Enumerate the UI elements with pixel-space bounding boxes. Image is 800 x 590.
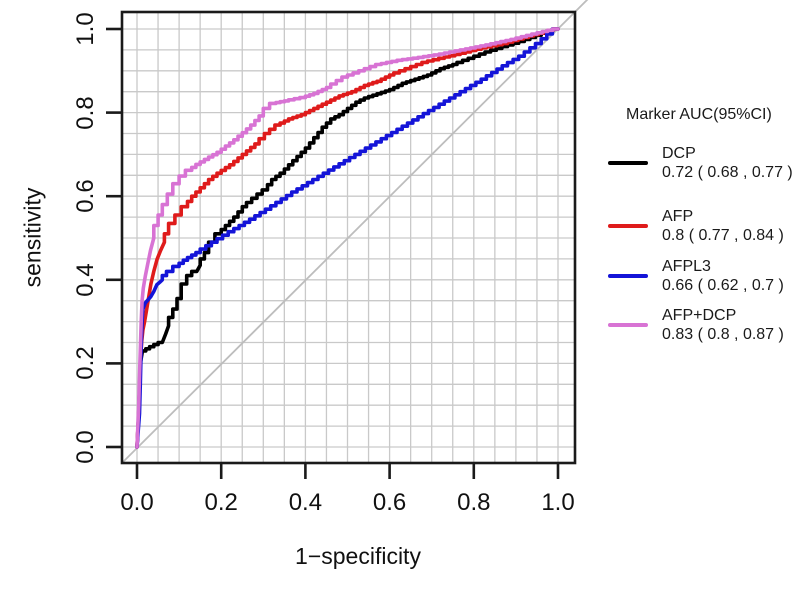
roc-curve-afp-dcp	[135, 27, 560, 449]
legend-entry-afp-dcp: AFP+DCP 0.83 ( 0.8 , 0.87 )	[596, 306, 784, 344]
legend-series-name: AFP+DCP	[662, 307, 737, 324]
legend-series-auc: 0.66 ( 0.62 , 0.7 )	[662, 277, 784, 294]
x-axis-label: 1−specificity	[295, 543, 421, 569]
legend-entry-afpl3: AFPL3 0.66 ( 0.62 , 0.7 )	[596, 257, 784, 295]
diagonal-reference-line	[121, 0, 589, 464]
afp-line-swatch	[608, 224, 648, 228]
x-tick-label: 0.4	[288, 489, 323, 516]
x-tick-label: 0.6	[372, 489, 407, 516]
x-tick-label: 0.2	[204, 489, 238, 516]
afp-dcp-line-swatch	[608, 323, 648, 327]
x-tick-label: 1.0	[541, 489, 575, 516]
roc-curve-dcp	[135, 27, 560, 449]
legend-entry-dcp: DCP 0.72 ( 0.68 , 0.77 )	[596, 144, 793, 182]
y-tick-label: 0.2	[72, 346, 99, 381]
y-tick-label: 0.0	[72, 430, 99, 464]
legend-series-auc: 0.8 ( 0.77 , 0.84 )	[662, 227, 784, 244]
legend-series-auc: 0.83 ( 0.8 , 0.87 )	[662, 326, 784, 343]
y-tick-label: 1.0	[72, 12, 99, 46]
x-tick-label: 0.8	[457, 489, 491, 516]
y-tick-label: 0.4	[72, 263, 99, 297]
plot-border	[120, 10, 577, 465]
roc-curve-afp	[135, 27, 560, 449]
afpl3-line-swatch	[608, 274, 648, 278]
x-tick-label: 0.0	[120, 489, 154, 516]
legend-series-name: AFP	[662, 208, 694, 225]
legend-series-auc: 0.72 ( 0.68 , 0.77 )	[662, 164, 793, 181]
legend-series-name: AFPL3	[662, 258, 711, 275]
legend-entry-afp: AFP 0.8 ( 0.77 , 0.84 )	[596, 207, 784, 245]
legend: Marker AUC(95%CI) DCP 0.72 ( 0.68 , 0.77…	[596, 106, 800, 366]
y-tick-label: 0.8	[72, 95, 99, 130]
y-axis-label: sensitivity	[19, 187, 46, 288]
roc-curve-afpl3	[135, 27, 560, 449]
legend-title: Marker AUC(95%CI)	[626, 106, 772, 123]
dcp-line-swatch	[608, 161, 648, 165]
y-tick-label: 0.6	[72, 179, 99, 213]
legend-series-name: DCP	[662, 145, 696, 162]
